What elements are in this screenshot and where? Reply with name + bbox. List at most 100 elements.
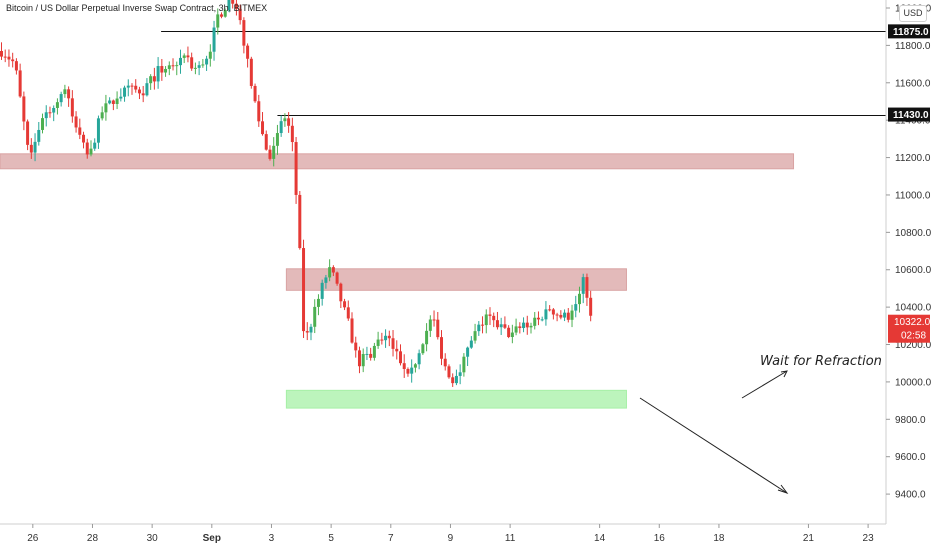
y-tick-label: 9800.0 bbox=[895, 415, 926, 426]
candle-body bbox=[574, 304, 577, 310]
x-tick-label: 30 bbox=[147, 533, 159, 544]
candle-body bbox=[447, 366, 450, 377]
candle-body bbox=[283, 118, 286, 121]
level-price-tag-1: 11430.0 bbox=[893, 110, 929, 121]
candle-body bbox=[93, 143, 96, 149]
time-scale[interactable] bbox=[0, 524, 886, 550]
candle[interactable] bbox=[336, 272, 339, 286]
candle[interactable] bbox=[295, 137, 298, 204]
candle-body bbox=[403, 363, 406, 369]
candle-body bbox=[246, 46, 249, 59]
candle-body bbox=[190, 57, 193, 68]
candle-body bbox=[451, 377, 454, 383]
candle-body bbox=[268, 150, 271, 159]
zone-2[interactable] bbox=[286, 390, 626, 408]
candle-body bbox=[116, 99, 119, 104]
candle-body bbox=[142, 93, 145, 95]
candle-body bbox=[287, 118, 290, 125]
candle[interactable] bbox=[254, 84, 257, 103]
plot-area[interactable] bbox=[0, 0, 886, 524]
candle-body bbox=[582, 277, 585, 294]
candle-body bbox=[157, 66, 160, 81]
candle-body bbox=[198, 65, 201, 68]
candle-body bbox=[488, 314, 491, 315]
candle-body bbox=[511, 333, 514, 337]
y-tick-label: 9600.0 bbox=[895, 452, 926, 463]
level-price-tag-0: 11875.0 bbox=[893, 27, 929, 38]
candle-body bbox=[34, 142, 37, 153]
currency-button[interactable]: USD bbox=[899, 5, 927, 22]
candle-body bbox=[522, 323, 525, 328]
candle[interactable] bbox=[298, 191, 301, 250]
candle-body bbox=[0, 51, 3, 57]
y-tick-label: 11800.0 bbox=[895, 41, 931, 52]
candle-body bbox=[160, 66, 163, 72]
candle-body bbox=[585, 277, 588, 298]
candle-body bbox=[466, 348, 469, 357]
candle-body bbox=[541, 319, 544, 320]
candle-body bbox=[291, 126, 294, 142]
candle-body bbox=[127, 86, 130, 88]
candle-body bbox=[324, 277, 327, 282]
candle[interactable] bbox=[421, 343, 424, 355]
candle-body bbox=[477, 325, 480, 331]
candle-body bbox=[552, 309, 555, 314]
candle-body bbox=[365, 354, 368, 355]
candle-body bbox=[205, 59, 208, 65]
candle-body bbox=[186, 55, 189, 57]
candle-body bbox=[172, 65, 175, 66]
candle-body bbox=[11, 59, 14, 61]
candle-body bbox=[406, 369, 409, 374]
candle-body bbox=[559, 315, 562, 318]
candle-body bbox=[500, 324, 503, 327]
candle-body bbox=[362, 354, 365, 366]
candle[interactable] bbox=[302, 240, 305, 338]
candle-body bbox=[209, 52, 212, 59]
candle-body bbox=[354, 343, 357, 351]
x-tick-label: 7 bbox=[388, 533, 394, 544]
candle[interactable] bbox=[250, 57, 253, 89]
zone-0[interactable] bbox=[0, 154, 794, 169]
candle-body bbox=[343, 301, 346, 307]
candle-body bbox=[369, 354, 372, 358]
candle-body bbox=[544, 309, 547, 319]
y-tick-label: 10800.0 bbox=[895, 228, 932, 239]
candle-body bbox=[302, 248, 305, 331]
annotation-text: Wait for Refraction bbox=[760, 354, 882, 369]
candle-body bbox=[347, 307, 350, 318]
current-price-label: 10322.0 bbox=[894, 317, 931, 328]
candle-body bbox=[339, 284, 342, 302]
candle-body bbox=[388, 336, 391, 338]
x-tick-label: 28 bbox=[87, 533, 99, 544]
candle-body bbox=[22, 96, 25, 121]
candle-body bbox=[515, 326, 518, 332]
candle-body bbox=[67, 89, 70, 98]
candle-body bbox=[444, 359, 447, 367]
candle-body bbox=[537, 318, 540, 320]
candle-body bbox=[220, 14, 223, 16]
x-tick-label: 5 bbox=[328, 533, 334, 544]
candle-body bbox=[272, 146, 275, 159]
candle-body bbox=[280, 121, 283, 133]
y-tick-label: 9400.0 bbox=[895, 490, 926, 501]
candle-body bbox=[119, 97, 122, 99]
bar-countdown-label: 02:58 bbox=[901, 331, 926, 342]
y-tick-label: 10400.0 bbox=[895, 303, 932, 314]
candle-body bbox=[485, 314, 488, 325]
y-tick-label: 10000.0 bbox=[895, 377, 932, 388]
candle-body bbox=[571, 311, 574, 320]
candle-body bbox=[30, 145, 33, 153]
x-tick-label: 3 bbox=[269, 533, 275, 544]
candle[interactable] bbox=[447, 364, 450, 378]
candle-body bbox=[41, 118, 44, 130]
candle-body bbox=[56, 102, 59, 108]
candle-body bbox=[313, 307, 316, 327]
candle-body bbox=[377, 340, 380, 346]
candle-body bbox=[78, 127, 81, 134]
candle-body bbox=[462, 357, 465, 373]
candle-body bbox=[507, 328, 510, 337]
candle-body bbox=[7, 57, 10, 60]
candle-body bbox=[26, 121, 29, 144]
candle-body bbox=[317, 299, 320, 307]
